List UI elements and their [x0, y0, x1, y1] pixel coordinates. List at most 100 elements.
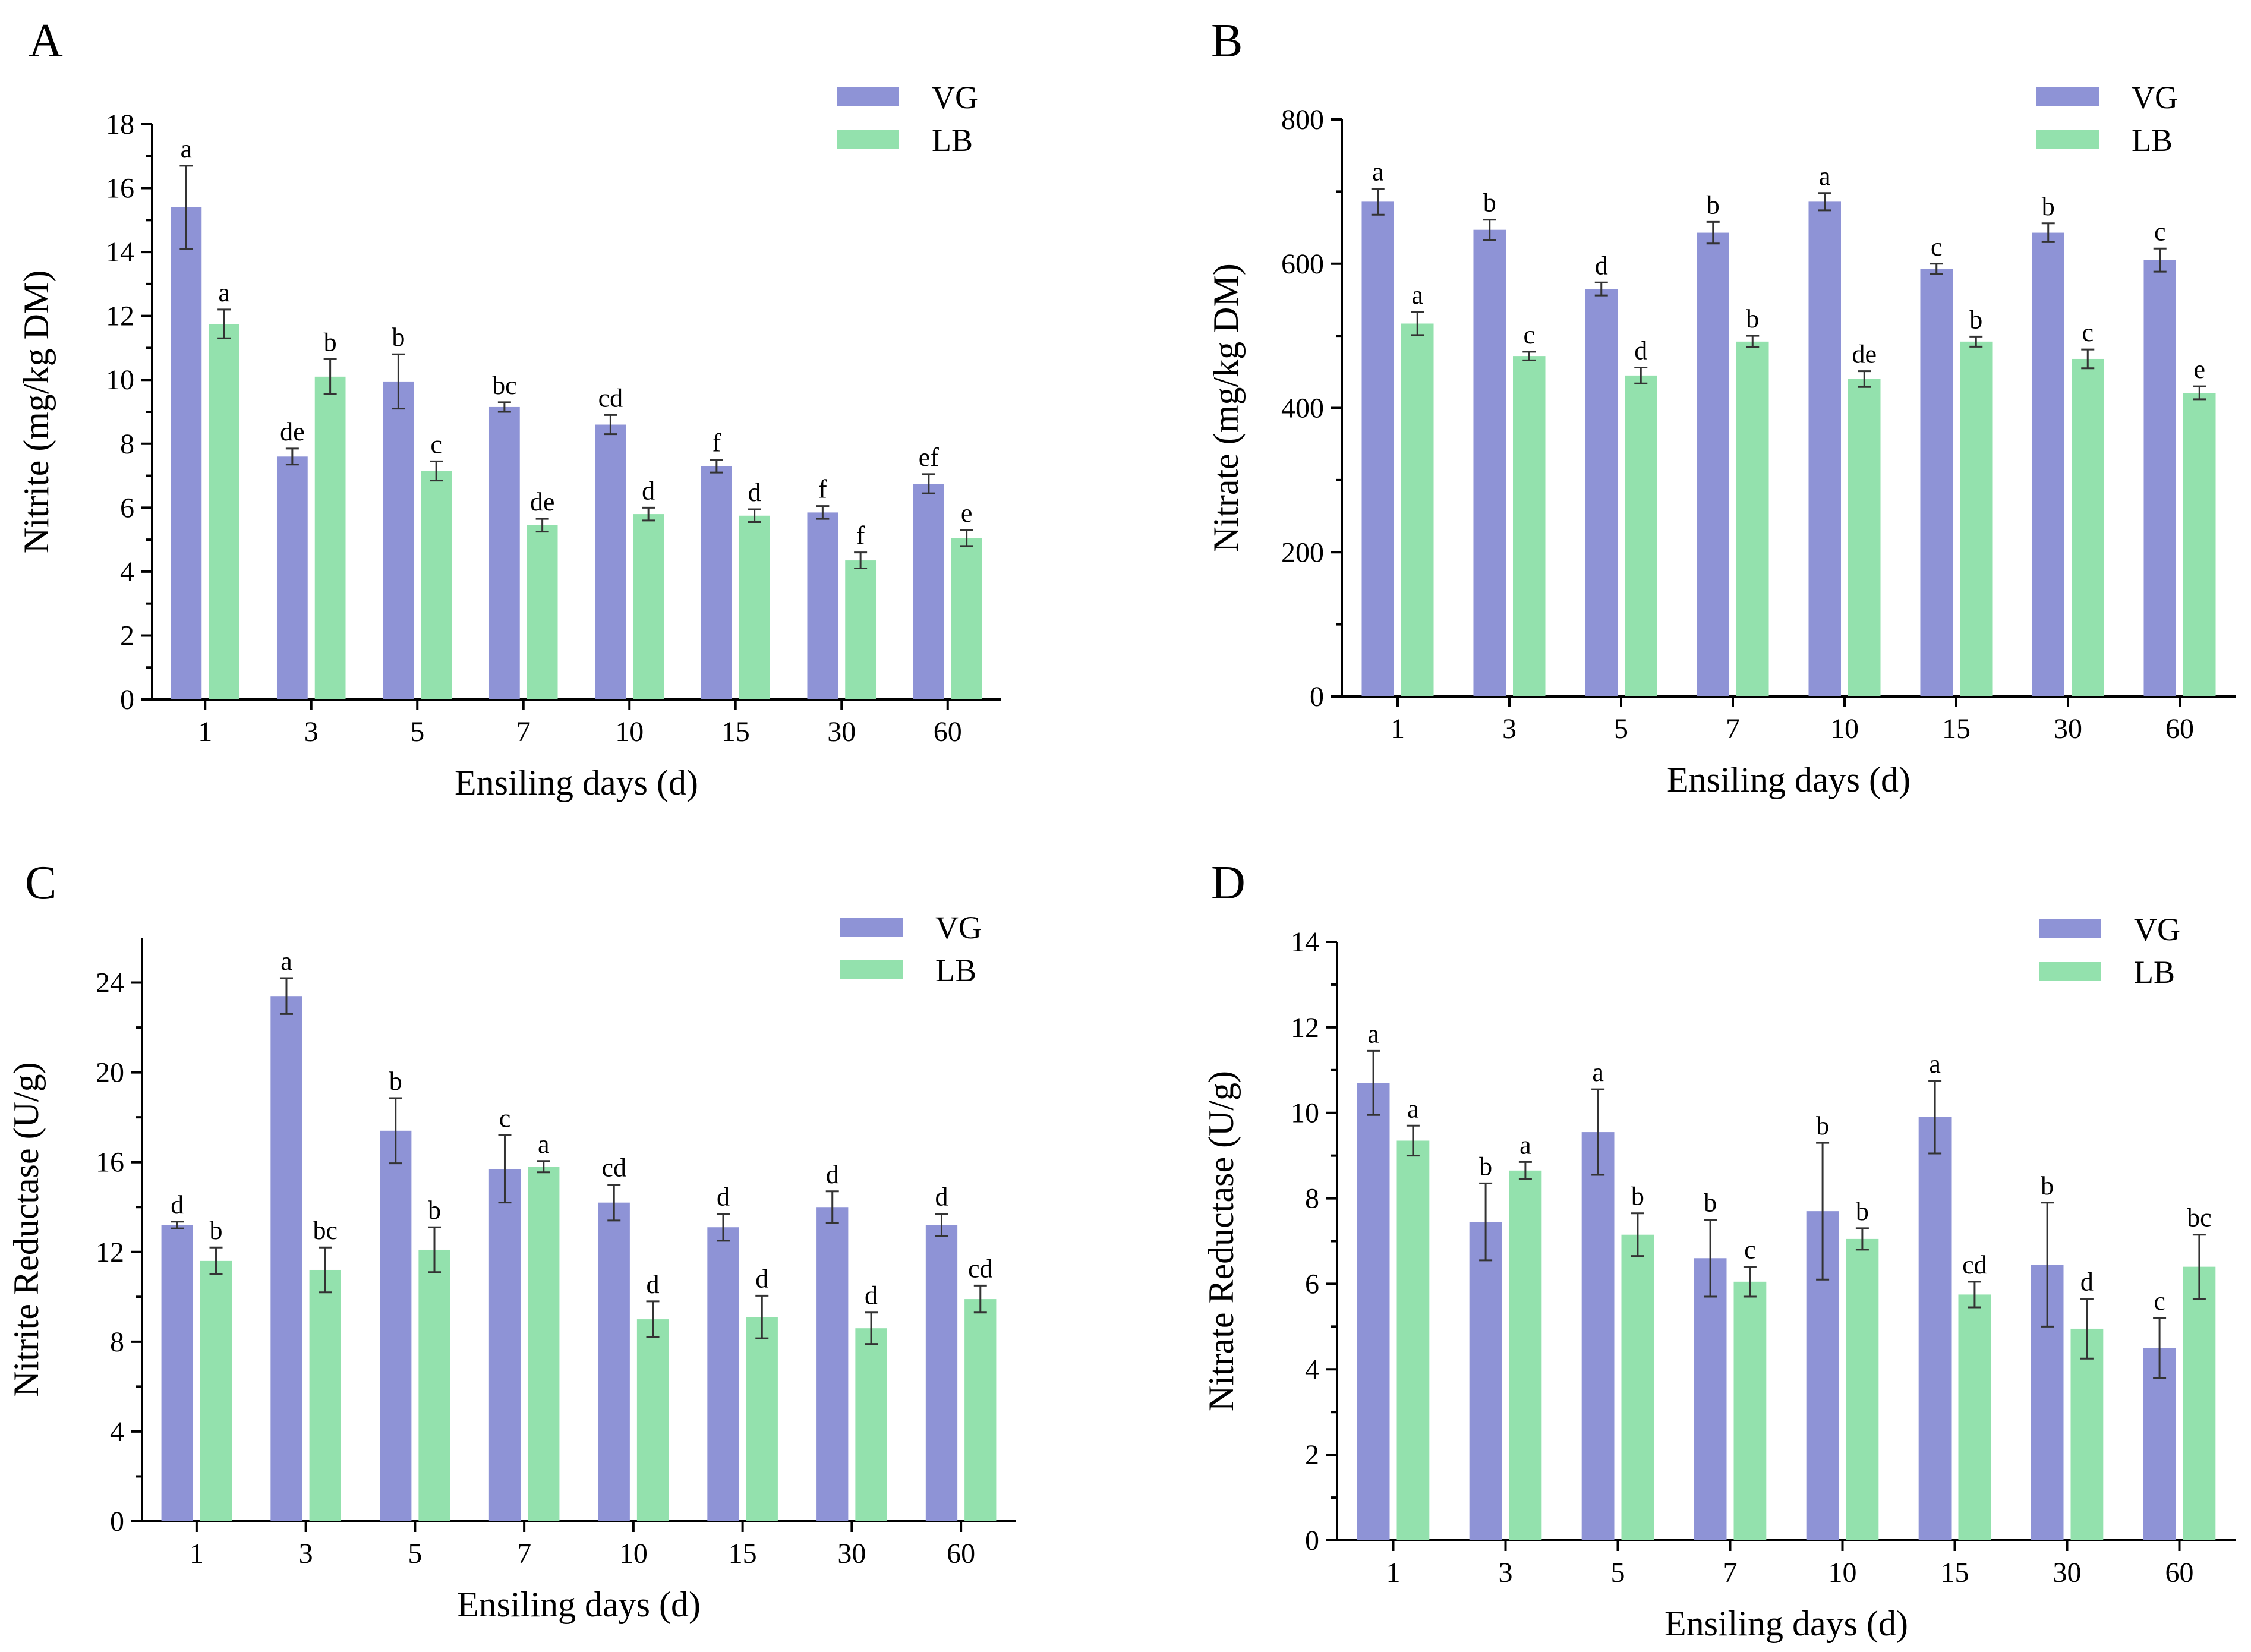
- x-tick-label-c: 7: [517, 1538, 531, 1569]
- x-tick-label-a: 3: [304, 716, 319, 748]
- x-tick-label-c: 1: [190, 1538, 204, 1569]
- significance-label-vg-a: cd: [598, 383, 623, 412]
- bar-vg-d: [1581, 1132, 1615, 1540]
- significance-label-lb-d: b: [1856, 1197, 1869, 1226]
- bar-vg-b: [2032, 232, 2064, 697]
- panel-label-d: D: [1211, 857, 1246, 909]
- y-tick-label-a: 14: [106, 237, 134, 268]
- chart-panel-b: B 0 200 400 600 800 Nitrate (mg/kg DM) 1 a a 3 b c 5 d…: [1206, 15, 2236, 799]
- significance-label-vg-a: a: [181, 134, 193, 163]
- y-tick-label-d: 14: [1291, 926, 1319, 958]
- bar-lb-c: [309, 1269, 341, 1521]
- significance-label-lb-a: de: [530, 487, 555, 516]
- legend-label-vg-d: VG: [2134, 912, 2180, 947]
- bar-vg-c: [925, 1225, 958, 1521]
- significance-label-vg-d: c: [2154, 1287, 2165, 1316]
- significance-label-lb-c: a: [538, 1130, 550, 1159]
- x-tick-label-a: 60: [934, 716, 962, 748]
- significance-label-lb-b: b: [1969, 305, 1982, 334]
- significance-label-lb-c: b: [210, 1216, 223, 1245]
- significance-label-lb-c: cd: [968, 1254, 993, 1283]
- bar-vg-b: [1808, 201, 1841, 696]
- significance-label-vg-d: b: [1816, 1111, 1829, 1140]
- y-tick-label-c: 8: [110, 1326, 124, 1358]
- bar-vg-b: [2143, 260, 2176, 696]
- legend-swatch-vg-b: [2036, 87, 2099, 106]
- significance-label-vg-b: a: [1819, 162, 1831, 191]
- bar-vg-a: [276, 456, 308, 699]
- x-tick-label-d: 3: [1499, 1557, 1513, 1588]
- significance-label-vg-a: f: [818, 475, 827, 504]
- legend-swatch-vg-a: [837, 87, 899, 106]
- significance-label-vg-c: d: [826, 1160, 839, 1189]
- bar-vg-b: [1473, 229, 1506, 696]
- legend-swatch-lb-b: [2036, 130, 2099, 149]
- legend-swatch-vg-d: [2039, 919, 2101, 938]
- significance-label-lb-a: f: [856, 521, 865, 550]
- significance-label-vg-c: b: [389, 1067, 402, 1096]
- significance-label-lb-d: c: [1744, 1235, 1756, 1265]
- significance-label-lb-c: bc: [313, 1216, 338, 1245]
- bar-lb-a: [951, 538, 982, 699]
- bar-lb-b: [1736, 341, 1769, 696]
- significance-label-lb-d: a: [1519, 1130, 1531, 1159]
- significance-label-vg-a: bc: [492, 371, 517, 400]
- significance-label-vg-a: f: [712, 428, 721, 458]
- significance-label-vg-b: c: [2154, 217, 2166, 246]
- bar-lb-d: [1733, 1281, 1767, 1540]
- bar-vg-a: [807, 512, 838, 699]
- x-tick-label-c: 60: [947, 1538, 975, 1569]
- significance-label-lb-a: e: [961, 499, 973, 528]
- legend-swatch-lb-a: [837, 130, 899, 149]
- bar-vg-d: [1357, 1083, 1390, 1540]
- legend-swatch-vg-c: [840, 918, 903, 937]
- y-tick-label-c: 12: [96, 1237, 124, 1268]
- legend-label-vg-b: VG: [2132, 80, 2178, 115]
- significance-label-lb-b: d: [1634, 336, 1647, 365]
- bar-vg-c: [598, 1202, 630, 1521]
- bar-lb-d: [1509, 1170, 1542, 1540]
- significance-label-lb-d: d: [2080, 1268, 2094, 1297]
- y-tick-label-a: 2: [120, 620, 134, 651]
- bar-vg-d: [1694, 1258, 1727, 1540]
- bar-lb-a: [527, 525, 558, 699]
- bar-lb-b: [1401, 323, 1434, 696]
- bar-lb-c: [200, 1260, 232, 1521]
- x-tick-label-b: 15: [1942, 713, 1971, 745]
- y-tick-label-a: 10: [106, 364, 134, 396]
- significance-label-lb-d: cd: [1962, 1250, 1987, 1279]
- y-axis-title-d: Nitrate Reductase (U/g): [1202, 1071, 1241, 1411]
- bar-vg-a: [488, 406, 520, 699]
- y-axis-title-c: Nitrite Reductase (U/g): [7, 1062, 46, 1396]
- panel-label-c: C: [25, 857, 56, 909]
- x-tick-label-d: 10: [1828, 1557, 1857, 1588]
- significance-label-lb-b: a: [1411, 280, 1423, 310]
- bar-lb-a: [314, 376, 346, 699]
- y-tick-label-d: 0: [1305, 1525, 1319, 1556]
- bar-vg-a: [701, 466, 732, 699]
- bar-vg-b: [1697, 232, 1729, 697]
- significance-label-lb-b: c: [1523, 320, 1535, 349]
- bar-vg-c: [161, 1225, 193, 1521]
- x-tick-label-d: 7: [1723, 1557, 1738, 1588]
- significance-label-vg-d: a: [1367, 1019, 1379, 1048]
- bar-vg-b: [1585, 289, 1618, 696]
- bar-lb-a: [421, 471, 452, 699]
- y-tick-label-d: 10: [1291, 1098, 1319, 1129]
- significance-label-lb-d: bc: [2187, 1203, 2212, 1232]
- significance-label-lb-b: e: [2193, 355, 2205, 384]
- legend-label-vg-c: VG: [935, 910, 982, 945]
- significance-label-lb-d: b: [1631, 1182, 1644, 1211]
- x-tick-label-b: 10: [1830, 713, 1859, 745]
- chart-panel-d: D 0 2 4 6 8 10 12 14 Nitrate Reductase (U/g) 1 a a 3 b…: [1202, 857, 2236, 1643]
- bar-vg-c: [270, 996, 302, 1521]
- y-tick-label-b: 400: [1281, 393, 1324, 424]
- bar-lb-d: [1958, 1294, 1991, 1540]
- bar-vg-d: [1469, 1222, 1502, 1540]
- bar-lb-b: [2072, 358, 2104, 696]
- bar-lb-c: [746, 1317, 778, 1521]
- x-tick-label-b: 1: [1391, 713, 1405, 745]
- x-tick-label-a: 7: [516, 716, 531, 748]
- y-tick-label-c: 20: [96, 1057, 124, 1089]
